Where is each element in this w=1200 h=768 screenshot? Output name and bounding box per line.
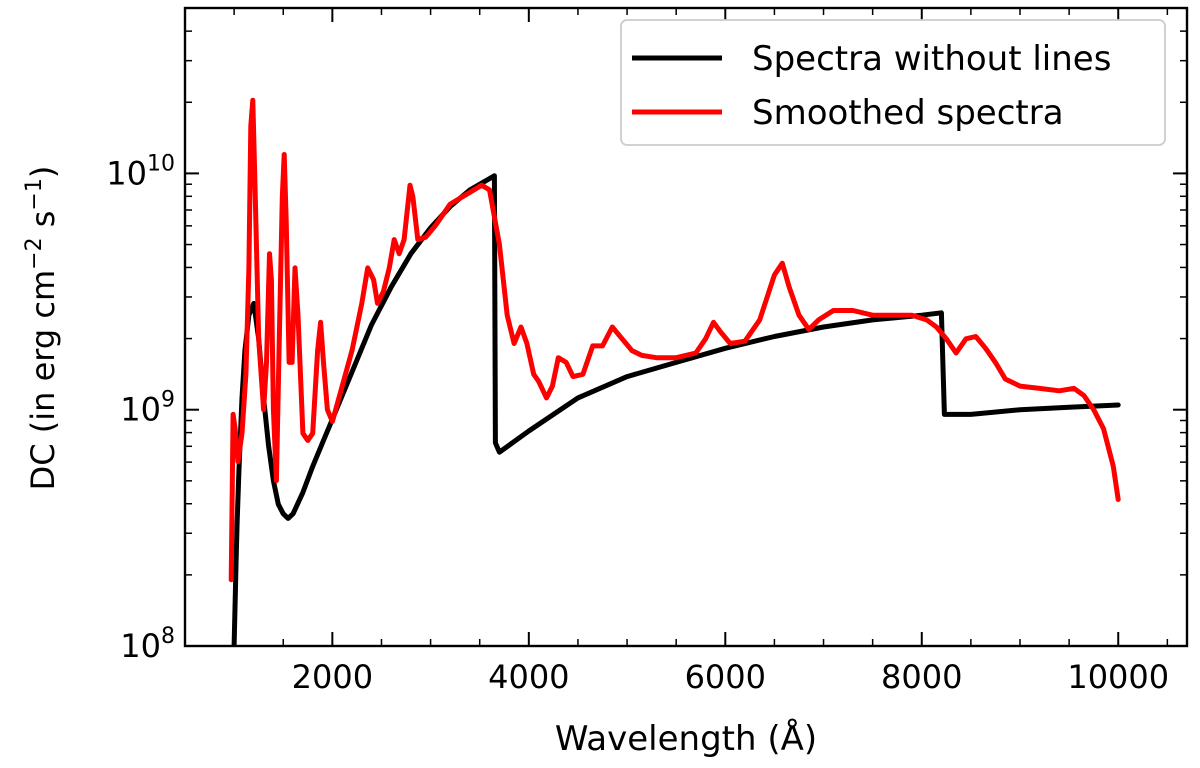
x-axis-label: Wavelength (Å) [555, 718, 817, 759]
y-tick-label: 1010 [106, 151, 175, 192]
x-tick-label: 10000 [1067, 658, 1169, 696]
y-label-close: ) [24, 166, 62, 178]
y-label-exp-cm: −2 [22, 237, 47, 269]
series-line-smoothed [228, 97, 1121, 583]
legend-label-red: Smoothed spectra [752, 93, 1064, 133]
x-tick-label: 2000 [292, 658, 373, 696]
series-layer [228, 97, 1121, 646]
x-tick-label: 6000 [685, 658, 766, 696]
legend-label-black: Spectra without lines [752, 39, 1111, 79]
x-tick-label: 8000 [881, 658, 962, 696]
y-label-s: s [24, 211, 62, 238]
y-label-exp-s: −1 [22, 178, 47, 210]
series-line-without-lines [231, 173, 1121, 646]
x-tick-label: 4000 [488, 658, 569, 696]
y-tick-labels: 108 109 1010 [106, 151, 175, 665]
x-tick-labels: 2000 4000 6000 8000 10000 [292, 658, 1169, 696]
y-label-main: DC (in erg cm [24, 270, 62, 491]
y-tick-label: 108 [120, 624, 175, 665]
y-axis-label: DC (in erg cm−2 s−1) [22, 166, 62, 491]
legend: Spectra without lines Smoothed spectra [620, 19, 1166, 146]
y-tick-label: 109 [120, 388, 175, 429]
plot-frame [183, 6, 1189, 648]
legend-box [620, 19, 1166, 146]
